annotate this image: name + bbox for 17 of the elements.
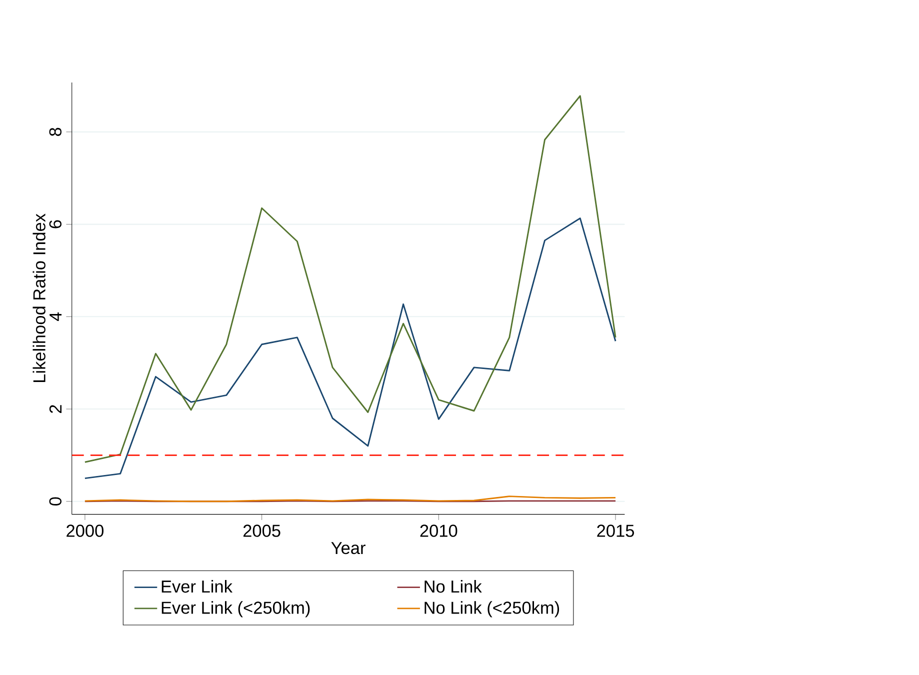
y-axis-title: Likelihood Ratio Index — [32, 214, 46, 382]
y-tick-label: 0 — [49, 497, 62, 506]
y-tick-label: 6 — [49, 220, 62, 228]
x-tick-label: 2015 — [597, 524, 634, 537]
y-tick-label: 4 — [50, 312, 62, 322]
x-tick-label: 2000 — [66, 524, 104, 537]
legend-label: Ever Link — [162, 580, 232, 593]
legend-label: Ever Link (<250km) — [162, 601, 310, 618]
line-series — [84, 218, 616, 480]
line-series — [84, 95, 616, 463]
x-tick-label: 2010 — [420, 524, 458, 537]
y-tick-label: 8 — [49, 128, 62, 136]
y-tick-label: 2 — [49, 405, 62, 413]
x-axis-title: Year — [331, 542, 366, 554]
x-tick-label: 2005 — [243, 524, 280, 537]
legend-label: No Link (<250km) — [424, 601, 560, 618]
legend-label: No Link — [424, 580, 482, 593]
